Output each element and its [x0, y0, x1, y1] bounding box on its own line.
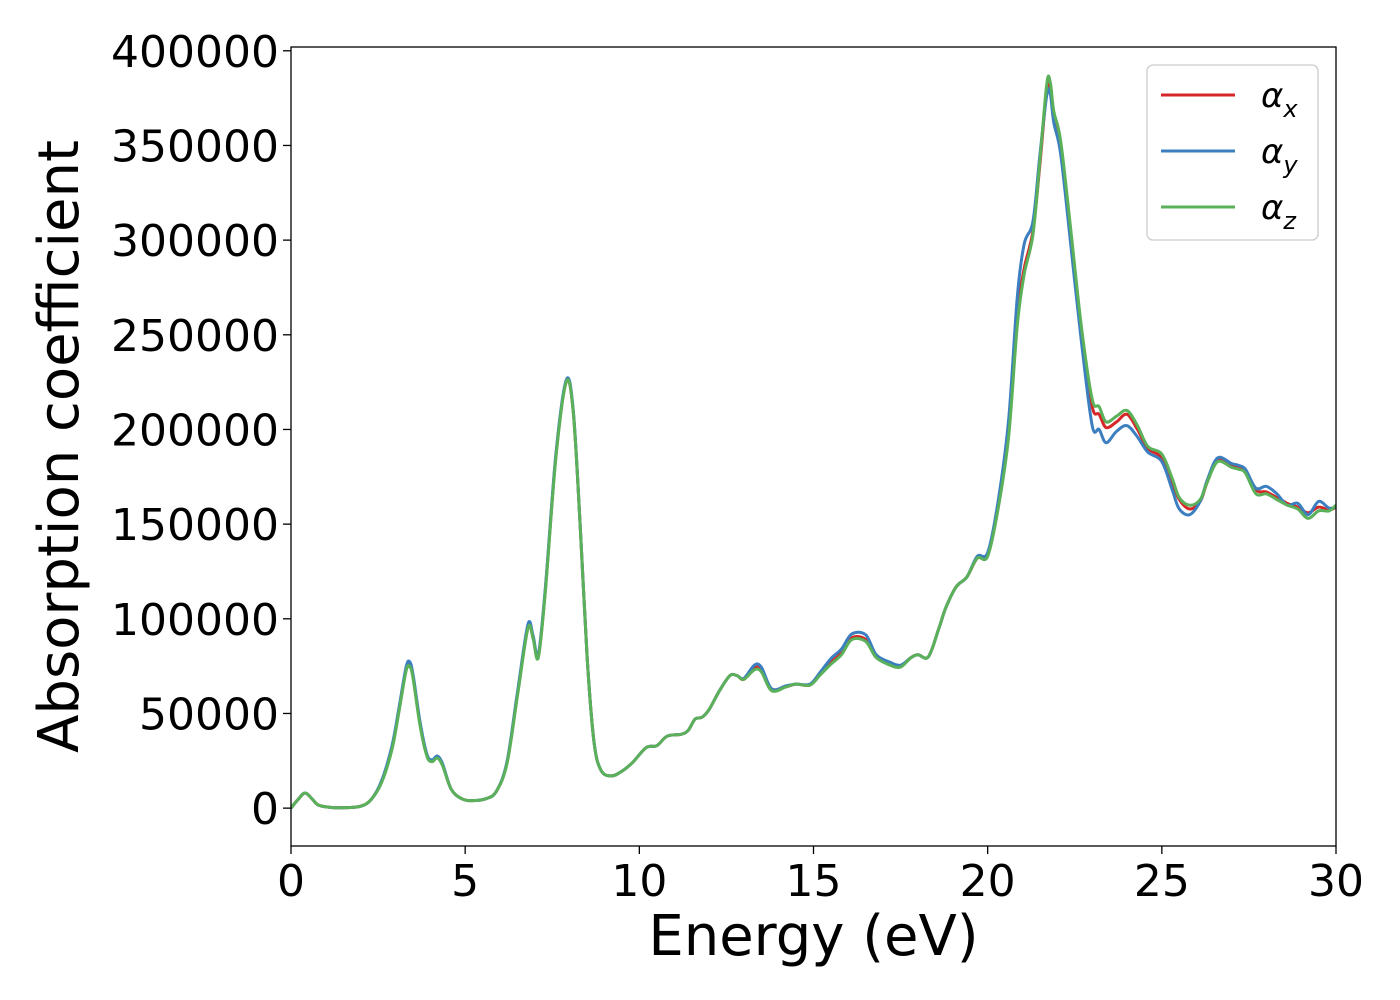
- x-tick-label: 0: [277, 856, 305, 907]
- y-tick-label: 100000: [111, 595, 279, 646]
- series-layer: [291, 74, 1336, 810]
- x-tick-label: 10: [611, 856, 667, 907]
- x-tick-label: 20: [960, 856, 1016, 907]
- x-axis-title: Energy (eV): [648, 904, 978, 969]
- y-tick-label: 300000: [111, 216, 279, 267]
- series-line-z: [291, 74, 1336, 810]
- legend: αx αy αz: [1146, 64, 1319, 241]
- y-tick-label: 50000: [139, 689, 279, 740]
- x-tick-label: 30: [1308, 856, 1364, 907]
- y-tick-label: 350000: [111, 121, 279, 172]
- y-tick-label: 400000: [111, 27, 279, 78]
- legend-label-x: αx: [1261, 76, 1298, 123]
- y-axis-title: Absorption coefficient: [27, 140, 92, 753]
- y-tick-label: 150000: [111, 500, 279, 551]
- x-tick-label: 25: [1134, 856, 1190, 907]
- x-tick-label: 15: [786, 856, 842, 907]
- y-tick-label: 0: [251, 784, 279, 835]
- y-tick-label: 250000: [111, 311, 279, 362]
- legend-label-z: αz: [1261, 188, 1297, 235]
- legend-label-y: αy: [1261, 132, 1298, 179]
- x-tick-label: 5: [451, 856, 479, 907]
- axes-layer: 0 5 10 15 20 25 30 0 50000 100000 150000 200000 2500…: [111, 27, 1364, 907]
- y-tick-label: 200000: [111, 405, 279, 456]
